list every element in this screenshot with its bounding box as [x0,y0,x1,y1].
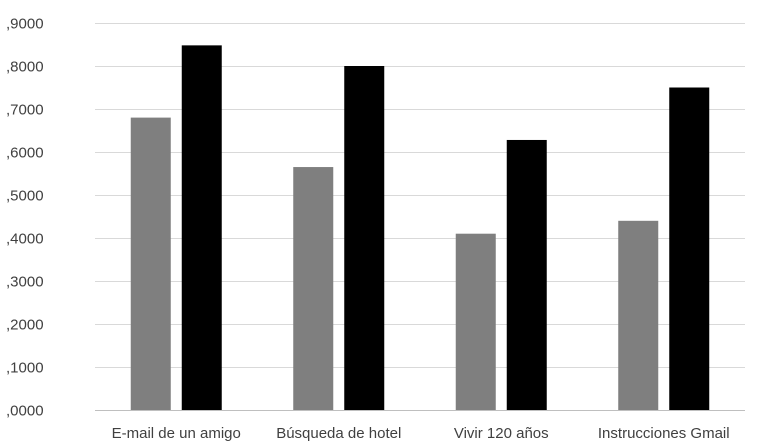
y-tick-label: ,2000 [6,317,44,334]
y-axis-tick-labels: ,0000 ,1000 ,2000 ,3000 ,4000 ,5000 ,6000 ,7000… [6,16,44,420]
x-category-label: Búsqueda de hotel [276,425,401,442]
x-category-label: E-mail de un amigo [112,425,241,442]
bar-series-2-3 [506,139,547,410]
y-tick-label: ,8000 [6,59,44,76]
bar-layer [130,45,710,411]
y-tick-label: ,0000 [6,403,44,420]
bar-series-1-1 [130,117,171,410]
y-tick-label: ,4000 [6,231,44,248]
bar-series-1-4 [618,220,659,410]
bar-series-2-4 [669,87,710,410]
y-tick-label: ,6000 [6,145,44,162]
x-category-label: Vivir 120 años [454,425,549,442]
bar-series-2-2 [344,66,385,410]
x-axis-category-labels: E-mail de un amigo Búsqueda de hotel Vivir… [112,425,730,442]
y-tick-label: ,9000 [6,16,44,33]
x-category-label: Instrucciones Gmail [598,425,730,442]
y-tick-label: ,3000 [6,274,44,291]
y-tick-label: ,5000 [6,188,44,205]
y-tick-label: ,1000 [6,360,44,377]
y-tick-label: ,7000 [6,102,44,119]
bar-series-1-2 [293,167,334,410]
bar-series-2-1 [181,45,222,411]
bar-series-1-3 [455,233,496,410]
